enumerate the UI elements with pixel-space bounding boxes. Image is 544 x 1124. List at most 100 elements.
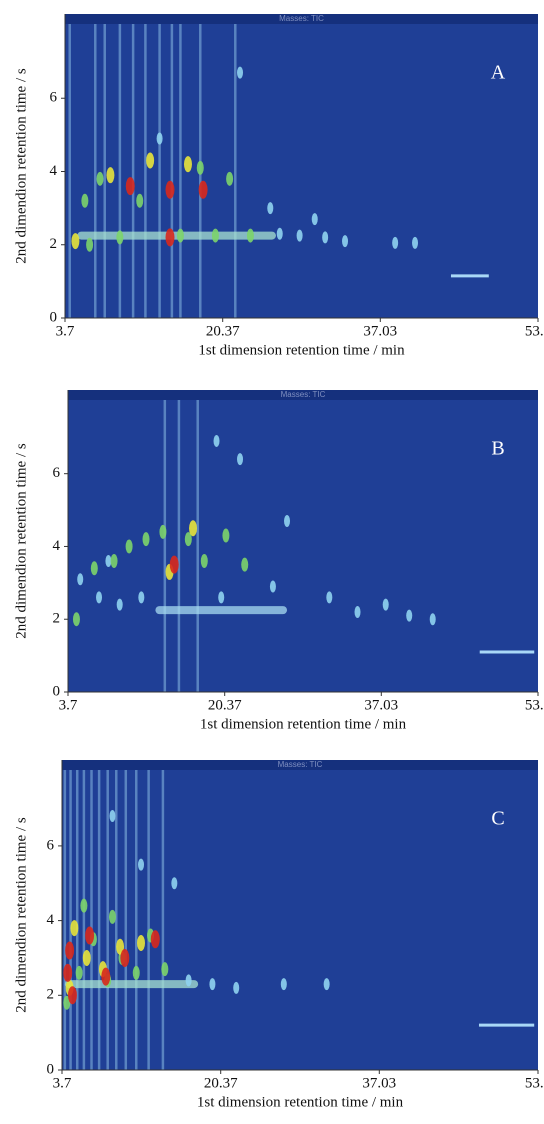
panel-label: C (491, 808, 504, 830)
peak (105, 555, 112, 568)
y-tick-label: 6 (53, 465, 61, 481)
peak (70, 920, 79, 937)
peak (65, 941, 75, 960)
y-tick-label: 4 (50, 163, 58, 179)
peak (429, 613, 436, 626)
peak (354, 605, 361, 618)
peak (323, 978, 330, 991)
panel-label: A (491, 62, 506, 84)
x-tick-label: 20.37 (204, 1075, 238, 1091)
peak (80, 898, 88, 913)
peak (82, 949, 91, 966)
peak (412, 236, 419, 249)
peak (96, 171, 104, 186)
peak (184, 532, 192, 547)
y-tick-label: 4 (47, 912, 55, 928)
peak (106, 167, 115, 184)
plot-background (62, 760, 538, 1070)
peak (116, 938, 125, 955)
peak (209, 978, 216, 991)
peak (110, 554, 118, 569)
peak (233, 981, 240, 994)
peak (96, 591, 103, 604)
x-tick-label: 37.03 (363, 323, 397, 339)
header-strip (62, 760, 538, 770)
band (77, 231, 276, 240)
peak (189, 520, 198, 537)
peak (146, 152, 155, 169)
peak (200, 554, 208, 569)
y-tick-label: 6 (47, 837, 55, 853)
panel: Masses: TIC B 3.7 20.37 37.03 53.7 0 2 4 6 1st dim… (13, 390, 544, 732)
peak (142, 532, 150, 547)
peak (159, 524, 167, 539)
x-axis-label: 1st dimension retention time / min (197, 1094, 404, 1110)
peak (196, 160, 204, 175)
peak (326, 591, 333, 604)
peak (101, 967, 111, 986)
x-axis-label: 1st dimension retention time / min (198, 342, 405, 358)
x-tick-label: 37.03 (362, 1075, 396, 1091)
y-axis-label: 2nd dimendion retention time / s (13, 817, 29, 1013)
peak (280, 978, 287, 991)
peak (392, 236, 399, 249)
peak (322, 231, 329, 244)
peak (71, 233, 80, 250)
header-strip (68, 390, 538, 400)
plot-background (65, 14, 538, 318)
peak (267, 202, 274, 215)
y-tick-label: 0 (53, 683, 61, 699)
peak (85, 926, 95, 945)
peak (226, 171, 234, 186)
x-tick-label: 37.03 (364, 697, 398, 713)
peak (342, 235, 349, 248)
header: Masses: TIC (281, 390, 326, 399)
header: Masses: TIC (278, 760, 323, 769)
peak (120, 948, 130, 967)
panel-label: B (491, 438, 504, 460)
header-strip (65, 14, 538, 24)
peak (109, 810, 116, 823)
peak (311, 213, 318, 226)
peak (165, 228, 175, 247)
peak (90, 561, 98, 576)
y-tick-label: 2 (50, 236, 58, 252)
peak (150, 930, 160, 949)
peak (276, 227, 283, 240)
peak (138, 591, 145, 604)
peak (171, 877, 178, 890)
peak (237, 66, 244, 79)
y-tick-label: 0 (47, 1061, 55, 1077)
x-tick-label: 3.7 (56, 323, 75, 339)
peak (72, 612, 80, 627)
peak (132, 965, 140, 980)
peak (296, 229, 303, 242)
y-axis-label: 2nd dimendion retention time / s (13, 443, 29, 639)
peak (86, 237, 94, 252)
peak (222, 528, 230, 543)
y-tick-label: 0 (50, 309, 58, 325)
y-tick-label: 4 (53, 538, 61, 554)
peak (176, 228, 184, 243)
peak (77, 573, 84, 586)
y-axis-label: 2nd dimendion retention time / s (13, 68, 29, 264)
peak (382, 598, 389, 611)
peak (125, 539, 133, 554)
peak (237, 453, 244, 466)
peak (81, 193, 89, 208)
header: Masses: TIC (279, 14, 324, 23)
peak (137, 935, 146, 952)
peak (213, 434, 220, 447)
peak (136, 193, 144, 208)
peak (63, 963, 73, 982)
peak (284, 514, 291, 527)
band (155, 606, 288, 615)
panel: Masses: TIC A 3.7 20.37 37.03 53.7 0 2 4 6 1st dim… (13, 14, 544, 358)
x-tick-label: 3.7 (59, 697, 78, 713)
band (64, 980, 199, 989)
peak (211, 228, 219, 243)
peak (241, 557, 249, 572)
peak (116, 598, 123, 611)
x-tick-label: 53.7 (525, 697, 544, 713)
